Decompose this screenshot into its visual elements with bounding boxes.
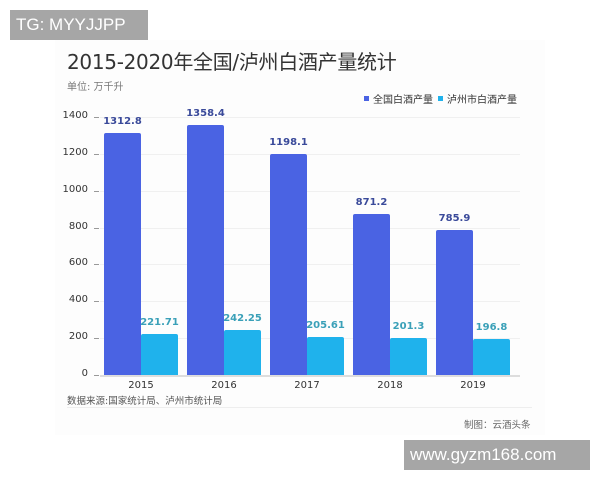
value-label: 242.25: [223, 313, 262, 325]
value-label: 196.8: [475, 321, 508, 333]
y-tick-label: 1400: [62, 110, 88, 121]
y-tick-label: 0: [81, 368, 88, 379]
bar-national: [270, 154, 307, 375]
legend-swatch-luzhou: [438, 96, 443, 101]
x-tick-label: 2016: [211, 380, 237, 391]
unit-label: 单位: 万千升: [67, 82, 124, 93]
y-tick-label: 600: [68, 257, 88, 269]
x-tick-label: 2018: [377, 380, 403, 391]
y-tick-mark: [94, 227, 99, 229]
y-tick-label: 1000: [62, 183, 88, 195]
y-tick-label: 400: [68, 294, 88, 306]
y-tick-label: 1200: [62, 146, 88, 158]
plot-area: 0 200 400 600 800 1000 1200 1400 1312.8 221.71 201…: [63, 100, 520, 391]
x-tick-label: 2019: [460, 380, 486, 391]
x-axis-line: [100, 375, 520, 377]
bar-national: [436, 230, 473, 375]
y-tick-mark: [94, 375, 99, 376]
bar-national: [187, 124, 224, 375]
value-label: 1358.4: [186, 107, 225, 119]
bar-luzhou: [390, 337, 427, 375]
y-tick-mark: [94, 117, 99, 118]
watermark-top-left: TG: MYYJJPP: [10, 10, 148, 40]
bar-national: [104, 133, 141, 375]
bar-luzhou: [307, 337, 344, 375]
legend-swatch-national: [364, 96, 369, 101]
x-tick-label: 2017: [294, 380, 320, 391]
chart-credit: 制图：云酒头条: [464, 420, 531, 431]
gridline: [100, 227, 520, 229]
x-tick-label: 2015: [128, 380, 154, 391]
value-label: 221.71: [140, 317, 179, 329]
y-tick-label: 800: [68, 220, 88, 232]
chart-title: 2015-2020年全国/泸州白酒产量统计: [67, 50, 397, 74]
value-label: 201.3: [392, 320, 425, 332]
value-label: 1312.8: [103, 116, 142, 128]
value-label: 785.9: [438, 213, 471, 225]
bar-luzhou: [224, 330, 261, 375]
gridline: [100, 190, 520, 192]
y-tick-mark: [94, 190, 99, 192]
legend-label-national: 全国白酒产量: [373, 95, 433, 106]
gridline: [100, 264, 520, 266]
y-tick-mark: [94, 153, 99, 155]
bar-national: [353, 214, 390, 375]
legend-label-luzhou: 泸州市白酒产量: [447, 95, 517, 106]
value-label: 1198.1: [269, 137, 308, 149]
gridline: [100, 153, 520, 155]
legend-item-national: 全国白酒产量: [364, 91, 433, 106]
y-tick-label: 200: [68, 331, 88, 343]
watermark-bottom-right: www.gyzm168.com: [404, 440, 590, 470]
divider: [67, 407, 532, 408]
gridline: [100, 117, 520, 118]
value-label: 205.61: [306, 320, 345, 332]
legend: 全国白酒产量 泸州市白酒产量: [364, 91, 517, 106]
bar-luzhou: [141, 334, 178, 375]
y-tick-mark: [94, 301, 99, 303]
legend-item-luzhou: 泸州市白酒产量: [438, 91, 517, 106]
bar-luzhou: [473, 338, 510, 375]
value-label: 871.2: [355, 197, 388, 209]
gridline: [100, 301, 520, 303]
y-tick-mark: [94, 338, 99, 340]
data-source: 数据来源:国家统计局、泸州市统计局: [67, 396, 223, 407]
y-tick-mark: [94, 264, 99, 266]
